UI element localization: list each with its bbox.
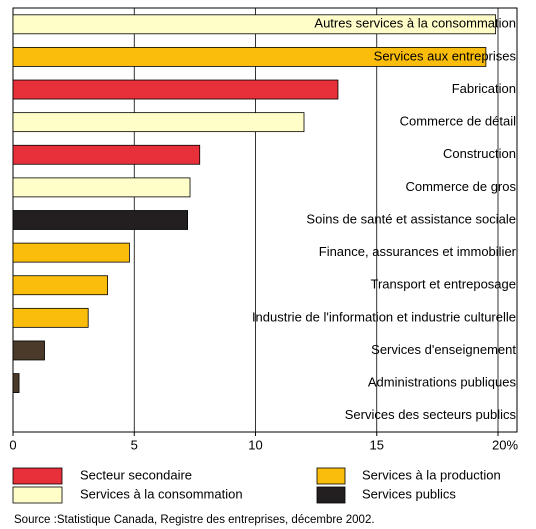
bar	[12, 79, 339, 100]
bar	[12, 144, 201, 165]
legend-swatch	[12, 467, 63, 485]
category-label: Services des secteurs publics	[345, 407, 517, 422]
bar	[12, 242, 130, 263]
x-tick-label: 5	[131, 437, 138, 452]
category-label: Commerce de détail	[400, 114, 516, 129]
legend-label: Secteur secondaire	[80, 467, 192, 482]
category-label: Services d'enseignement	[371, 342, 516, 357]
x-tick-label: 20%	[492, 437, 518, 452]
bar	[12, 177, 191, 198]
bar	[12, 47, 487, 67]
legend-swatch	[316, 467, 346, 485]
x-tick-label: 15	[370, 437, 384, 452]
legend-swatch	[316, 486, 346, 504]
legend-label: Services publics	[362, 486, 456, 501]
bar	[12, 14, 496, 35]
category-label: Fabrication	[452, 81, 516, 96]
bar	[12, 340, 45, 361]
bar	[12, 210, 189, 230]
category-label: Soins de santé et assistance sociale	[306, 211, 516, 226]
source-note: Source :Statistique Canada, Registre des…	[14, 514, 375, 526]
legend-label: Services à la consommation	[80, 486, 243, 501]
category-label: Finance, assurances et immobilier	[319, 244, 517, 259]
bar	[12, 112, 305, 133]
category-label: Autres services à la consommation	[314, 16, 516, 31]
bar	[12, 373, 20, 393]
bar	[12, 275, 108, 296]
bar	[12, 307, 89, 328]
category-label: Services aux entreprises	[374, 48, 517, 63]
x-tick-label: 0	[9, 437, 16, 452]
category-label: Administrations publiques	[368, 375, 517, 390]
category-label: Transport et entreposage	[371, 277, 517, 292]
x-tick-label: 10	[248, 437, 262, 452]
category-label: Commerce de gros	[405, 179, 516, 194]
category-label: Industrie de l'information et industrie …	[252, 309, 516, 324]
legend-swatch	[12, 486, 63, 504]
legend-label: Services à la production	[362, 467, 501, 482]
category-label: Construction	[443, 146, 516, 161]
